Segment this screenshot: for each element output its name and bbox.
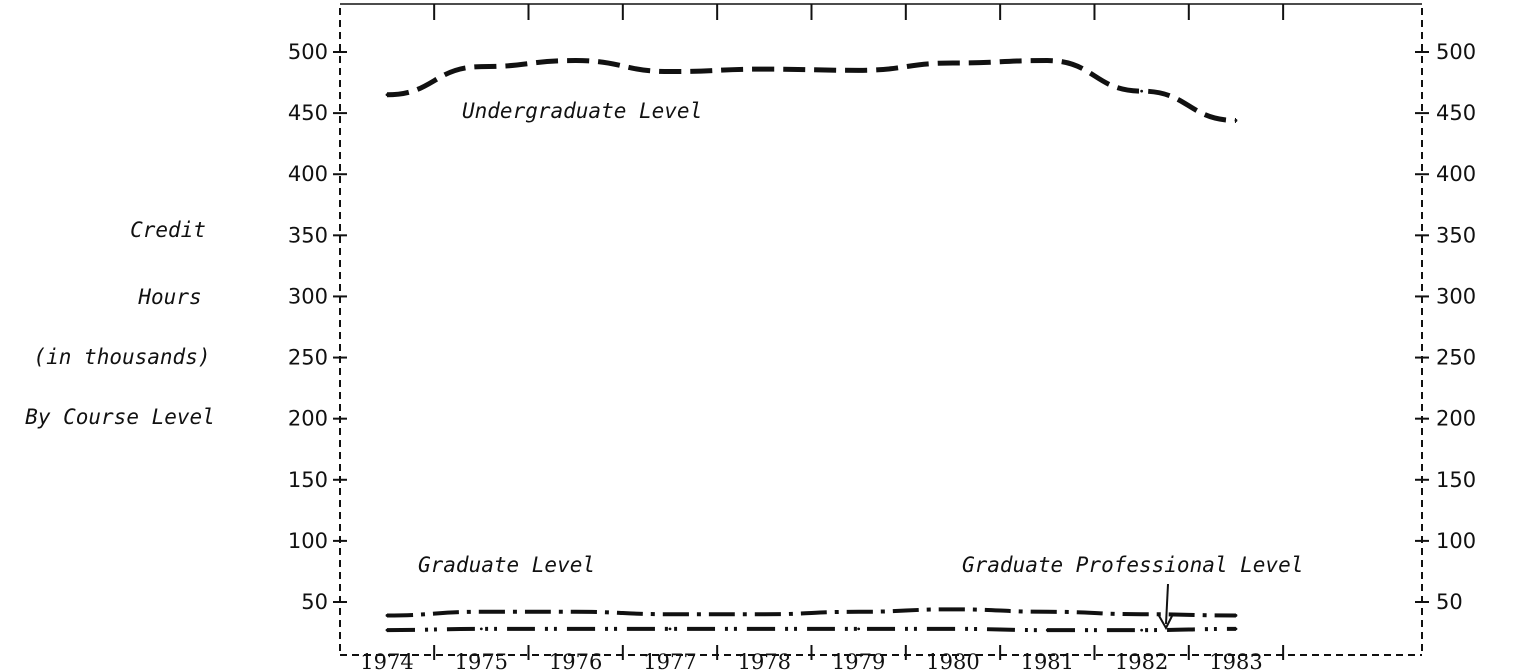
annotation-label: Graduate Professional Level	[962, 553, 1303, 577]
x-axis: 1974 1975 1976 1977 1978 1979 1980 1981 1982 1983	[360, 4, 1285, 672]
series-point-0	[762, 67, 766, 71]
x-tick-label: 1979	[832, 650, 885, 672]
annotation-arrow-head	[1157, 613, 1174, 631]
x-tick-label: 1982	[1115, 650, 1168, 672]
series-point-0	[1140, 89, 1144, 93]
y-tick-label-left: 150	[288, 468, 328, 492]
annotation-label: Undergraduate Level	[462, 99, 702, 123]
y-tick-label-right: 100	[1436, 529, 1476, 553]
series-point-0	[668, 70, 672, 73]
y-tick-label-left: 400	[288, 162, 328, 186]
y-tick-label-right: 500	[1436, 40, 1476, 64]
series-point-2	[1140, 628, 1144, 632]
series-point-0	[574, 59, 578, 62]
series-point-1	[1234, 614, 1238, 617]
y-tick-label-right: 350	[1436, 223, 1476, 247]
series-point-0	[1045, 59, 1049, 62]
series-line-2	[386, 626, 1236, 633]
series-point-1	[668, 612, 672, 616]
series-point-2	[762, 627, 766, 631]
series-point-1	[1045, 610, 1049, 614]
annotation-layer: Undergraduate Level Graduate Level Graduat…	[418, 99, 1303, 631]
series-line-0	[386, 58, 1236, 123]
y-tick-label-right: 300	[1436, 284, 1476, 308]
annotation-label: Graduate Level	[418, 553, 595, 577]
y-tick-label-right: 450	[1436, 101, 1476, 125]
series-point-2	[1045, 628, 1049, 632]
series-point-1	[762, 612, 766, 616]
y-tick-label-right: 150	[1436, 468, 1476, 492]
x-tick-label: 1983	[1209, 650, 1262, 672]
series-point-2	[479, 627, 483, 631]
series-point-1	[951, 607, 955, 611]
series-point-1	[574, 610, 578, 614]
y-tick-label-left: 500	[288, 40, 328, 64]
series-point-0	[1234, 119, 1238, 122]
y-tick-label-left: 200	[288, 407, 328, 431]
x-tick-label: 1981	[1021, 650, 1074, 672]
series-point-0	[479, 65, 483, 69]
y-tick-label-right: 250	[1436, 346, 1476, 370]
series-point-1	[857, 610, 861, 614]
series-line-1	[386, 607, 1236, 618]
x-tick-label: 1974	[360, 650, 413, 672]
x-tick-label: 1976	[549, 650, 602, 672]
series-point-0	[857, 68, 861, 72]
series-point-1	[1140, 612, 1144, 616]
y-tick-label-right: 400	[1436, 162, 1476, 186]
x-tick-label: 1978	[738, 650, 791, 672]
y-tick-label-left: 100	[288, 529, 328, 553]
series-point-0	[951, 61, 955, 65]
series-point-2	[857, 627, 861, 631]
x-tick-label: 1977	[643, 650, 696, 672]
y-tick-label-left: 250	[288, 346, 328, 370]
plot-frame	[339, 3, 1423, 656]
y-tick-label-left: 450	[288, 101, 328, 125]
y-tick-label-left: 350	[288, 223, 328, 247]
series-point-1	[385, 614, 389, 617]
x-tick-label: 1975	[455, 650, 508, 672]
series-point-0	[385, 93, 389, 97]
ylabel-line-2: Hours	[137, 285, 201, 309]
series-point-2	[574, 627, 578, 631]
series-point-2	[1234, 627, 1238, 631]
y-tick-label-left: 50	[301, 590, 328, 614]
series-point-1	[479, 610, 483, 614]
ylabel-line-4: By Course Level	[25, 405, 215, 429]
x-tick-label: 1980	[926, 650, 979, 672]
ylabel-line-1: Credit	[130, 218, 206, 242]
y-tick-label-left: 300	[288, 284, 328, 308]
y-tick-label-right: 200	[1436, 407, 1476, 431]
ylabel-line-3: (in thousands)	[33, 345, 210, 369]
y-tick-label-right: 50	[1436, 590, 1463, 614]
series-point-2	[951, 627, 955, 631]
y-axes: 50 50 100 100 150 150 200 200 250 250 300 300 350 350…	[288, 40, 1476, 614]
series-point-2	[668, 627, 672, 631]
annotation-arrow-shaft	[1165, 583, 1169, 625]
series-point-2	[385, 628, 389, 632]
series-layer	[385, 58, 1238, 633]
